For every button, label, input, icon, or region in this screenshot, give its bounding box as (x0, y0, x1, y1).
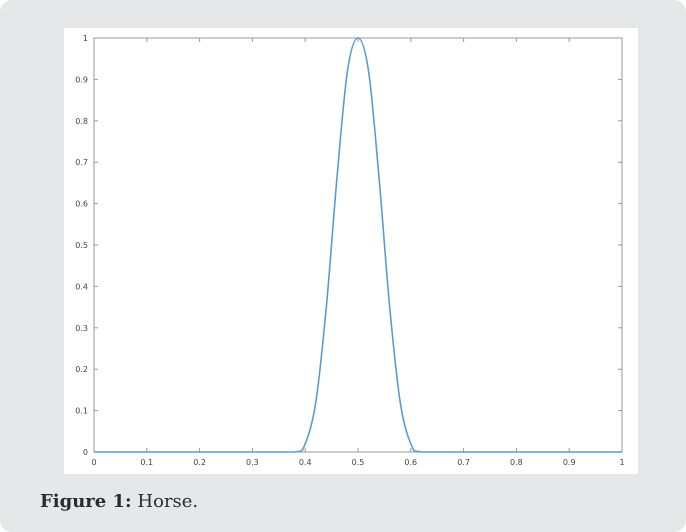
caption-label: Figure 1: (40, 491, 132, 512)
y-axis-ticks: 0 0.1 0.2 0.3 0.4 0.5 0.6 0.7 0.8 0.9 1 (75, 34, 622, 457)
plot-frame (93, 37, 623, 453)
x-axis-ticks: 0 0.1 0.2 0.3 0.4 0.5 0.6 0.7 0.8 0.9 1 (91, 38, 625, 467)
y-tick-label: 0.4 (75, 282, 88, 291)
x-tick-label: 0.2 (193, 458, 206, 467)
x-tick-label: 0.1 (140, 458, 153, 467)
y-tick-label: 0 (83, 448, 88, 457)
chart-area: 0 0.1 0.2 0.3 0.4 0.5 0.6 0.7 0.8 0.9 1 0 0.1 0.2 0.3… (64, 28, 638, 474)
x-tick-label: 0.9 (563, 458, 576, 467)
x-tick-label: 0.3 (246, 458, 259, 467)
x-tick-label: 0.8 (510, 458, 523, 467)
y-tick-label: 0.5 (75, 241, 88, 250)
y-tick-label: 0.2 (75, 365, 88, 374)
figure-caption: Figure 1: Horse. (40, 491, 198, 512)
series-layer (94, 37, 622, 453)
series-line-0 (94, 37, 622, 453)
x-tick-label: 0.5 (352, 458, 365, 467)
y-tick-label: 0.8 (75, 117, 88, 126)
x-tick-label: 0.6 (404, 458, 417, 467)
line-chart: 0 0.1 0.2 0.3 0.4 0.5 0.6 0.7 0.8 0.9 1 0 0.1 0.2 0.3… (75, 34, 625, 467)
y-tick-label: 0.7 (75, 158, 88, 167)
caption-text: Horse. (137, 491, 199, 512)
x-tick-label: 0.4 (299, 458, 312, 467)
x-tick-label: 0.7 (457, 458, 470, 467)
y-tick-label: 1 (83, 34, 88, 43)
x-tick-label: 0 (91, 458, 96, 467)
y-tick-label: 0.1 (75, 407, 88, 416)
y-tick-label: 0.6 (75, 200, 88, 209)
x-tick-label: 1 (619, 458, 624, 467)
y-tick-label: 0.9 (75, 75, 88, 84)
y-tick-label: 0.3 (75, 324, 88, 333)
